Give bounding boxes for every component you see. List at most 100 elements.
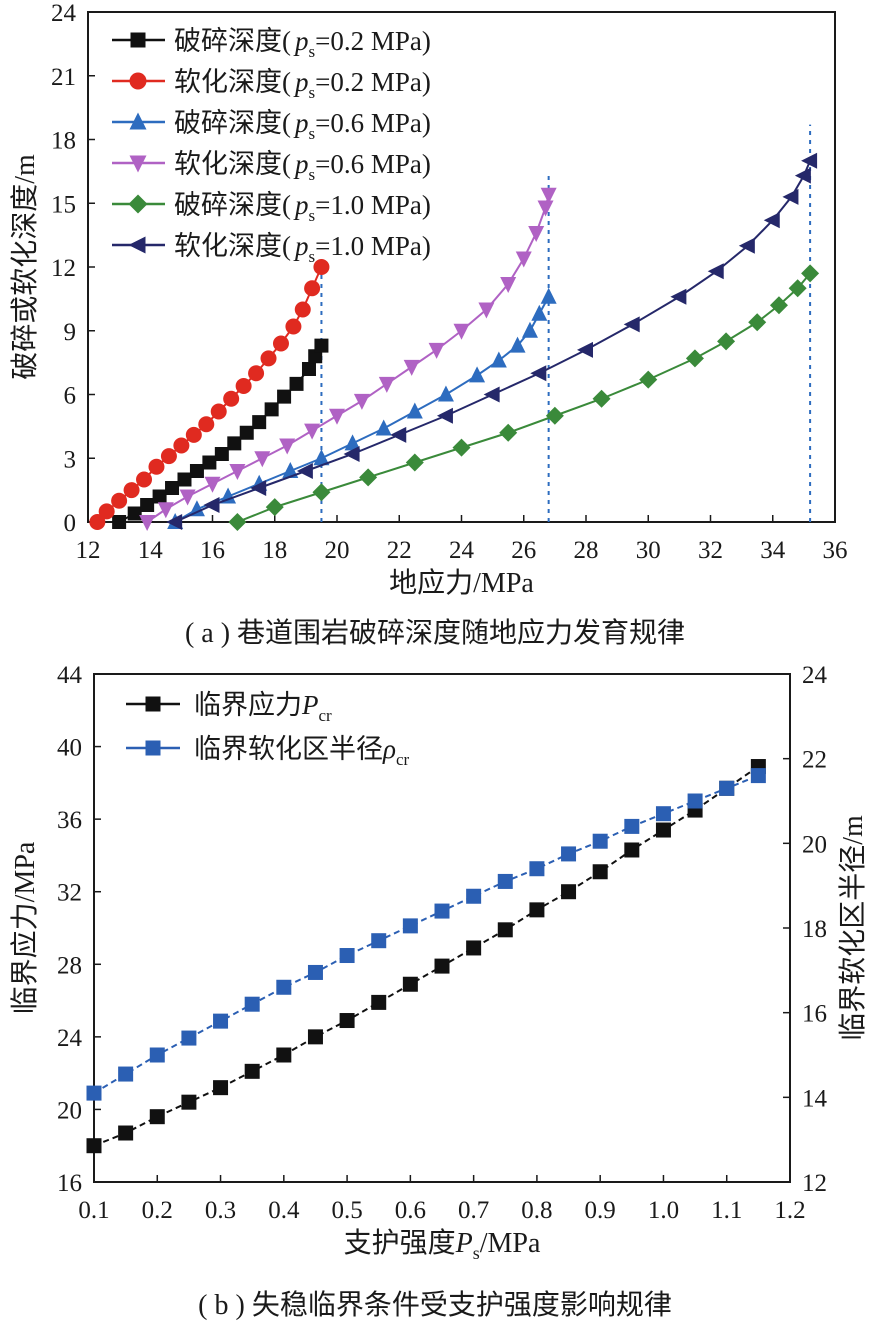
- data-point: [203, 497, 220, 513]
- legend-sub: s: [309, 124, 316, 143]
- y-left-tick-label: 36: [57, 807, 82, 834]
- legend-a: 破碎深度(ps=0.2 MPa)软化深度(ps=0.2 MPa)破碎深度(ps=…: [112, 26, 431, 266]
- legend-entry: 软化深度(ps=1.0 MPa): [174, 231, 431, 266]
- data-point: [118, 1125, 134, 1141]
- data-point: [86, 1085, 102, 1101]
- data-point: [639, 370, 658, 389]
- data-point: [185, 426, 202, 443]
- data-point: [794, 167, 811, 184]
- data-point: [313, 449, 330, 466]
- data-point: [339, 1013, 355, 1029]
- chart-b: 0.1 0.2 0.3 0.4 0.5 0.6 0.7 0.8 0.9 1.0 1.1 1.2 16 20…: [9, 662, 869, 1321]
- data-point: [561, 846, 577, 862]
- data-point: [343, 446, 360, 462]
- legend-name: 破碎深度(: [174, 190, 291, 220]
- data-point: [165, 481, 180, 495]
- data-point: [188, 500, 205, 517]
- data-point: [624, 842, 640, 858]
- data-point: [220, 487, 237, 504]
- data-point: [371, 994, 387, 1010]
- data-point: [500, 277, 517, 293]
- x-tick-label: 28: [574, 537, 599, 564]
- x-tick-label: 1.0: [648, 1197, 679, 1224]
- x-tick-label: 30: [636, 537, 661, 564]
- data-point: [545, 406, 564, 425]
- data-point: [136, 471, 153, 488]
- legend-entry: 临界应力Pcr: [194, 690, 332, 725]
- data-point: [707, 263, 724, 280]
- x-tick-label: 22: [387, 537, 412, 564]
- legend-var: p: [293, 190, 309, 220]
- x-tick-label: 0.9: [585, 1197, 616, 1224]
- series-line: [93, 774, 759, 1094]
- data-point: [282, 462, 299, 478]
- y-right-tick-label: 24: [802, 662, 828, 689]
- data-point: [402, 976, 418, 992]
- data-point: [223, 390, 240, 407]
- data-point: [540, 187, 557, 204]
- data-point: [181, 1030, 197, 1046]
- data-point: [210, 403, 227, 420]
- legend-sub: s: [309, 83, 316, 102]
- data-point: [276, 979, 292, 995]
- data-point: [294, 301, 311, 318]
- data-point: [403, 359, 420, 376]
- series-0: [112, 338, 329, 529]
- legend-marker: [130, 32, 146, 48]
- data-point: [561, 884, 577, 900]
- data-point: [738, 237, 755, 254]
- data-point: [202, 455, 217, 470]
- data-point: [112, 515, 127, 529]
- data-point: [214, 447, 229, 461]
- data-point: [592, 833, 608, 849]
- data-point: [719, 780, 735, 796]
- x-tick-label: 18: [262, 537, 287, 564]
- data-point: [304, 423, 321, 440]
- data-point: [788, 279, 807, 298]
- legend-var: P: [301, 690, 319, 720]
- y-right-tick-label: 18: [802, 916, 827, 943]
- y-tick-label: 6: [64, 383, 77, 410]
- data-point: [434, 958, 450, 974]
- x-tick-label: 32: [698, 537, 723, 564]
- data-point: [687, 793, 703, 809]
- data-point: [428, 342, 445, 359]
- legend-marker: [129, 155, 147, 173]
- data-point: [497, 922, 513, 938]
- data-point: [624, 818, 640, 834]
- data-point: [437, 385, 454, 402]
- data-point: [139, 515, 156, 531]
- series-5: [166, 152, 818, 530]
- data-point: [750, 768, 766, 784]
- y-right-tick-label: 20: [802, 831, 827, 858]
- legend-sub: s: [309, 247, 316, 266]
- legend-name: 破碎深度(: [174, 108, 291, 138]
- data-point: [748, 313, 767, 332]
- data-point: [227, 436, 242, 451]
- data-point: [244, 1063, 260, 1079]
- data-point: [307, 964, 323, 980]
- data-point: [254, 451, 271, 468]
- x-axis-title-main: 支护强度: [344, 1227, 456, 1259]
- y-tick-label: 0: [64, 510, 77, 537]
- data-point: [763, 212, 780, 229]
- data-point: [313, 259, 330, 275]
- series-1: [86, 768, 766, 1101]
- data-point: [530, 365, 547, 382]
- data-point: [344, 434, 361, 451]
- legend-marker: [128, 236, 146, 254]
- series-4: [228, 264, 820, 531]
- data-point: [118, 1066, 134, 1082]
- data-point: [173, 437, 190, 454]
- y-tick-label: 15: [51, 191, 76, 218]
- series-3: [139, 187, 557, 531]
- data-point: [769, 296, 788, 315]
- data-point: [279, 438, 296, 455]
- legend-name: 破碎深度(: [174, 26, 291, 56]
- legend-sub: s: [309, 206, 316, 225]
- legend-value: =0.6 MPa): [315, 149, 431, 179]
- legend-sub: s: [309, 165, 316, 184]
- data-point: [272, 335, 289, 352]
- data-point: [265, 498, 284, 517]
- data-point: [157, 502, 174, 519]
